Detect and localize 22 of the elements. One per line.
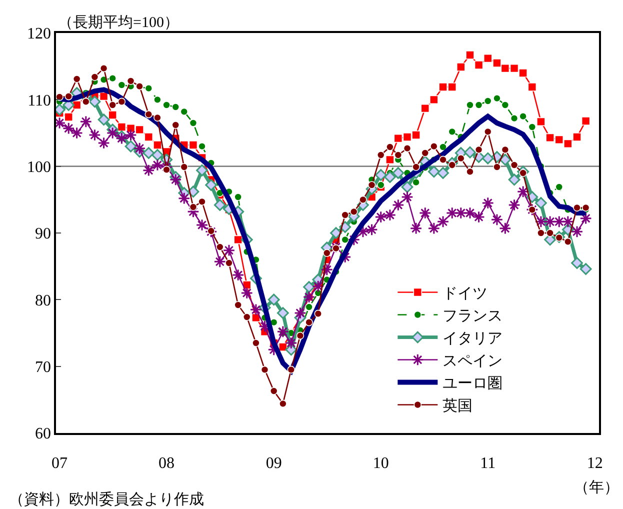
x-tick-label: 12 [586, 454, 603, 472]
x-axis-title: （年） [574, 479, 619, 496]
y-tick-label: 80 [35, 292, 52, 310]
y-axis-title: （長期平均=100） [58, 14, 179, 31]
x-tick-label: 09 [266, 454, 282, 472]
legend-label: ドイツ [442, 286, 488, 302]
y-tick-label: 110 [28, 92, 52, 110]
legend-label: スペイン [442, 354, 503, 370]
legend-label: フランス [442, 308, 503, 325]
y-tick-label: 120 [27, 26, 52, 43]
y-tick-label: 100 [27, 158, 52, 176]
legend-label: 英国 [442, 398, 473, 415]
y-tick-label: 70 [35, 358, 52, 376]
y-tick-label: 60 [35, 426, 52, 443]
y-tick-label: 90 [35, 226, 52, 243]
text: （資料）欧州委員会より作成 [9, 491, 204, 508]
legend-label: ユーロ圏 [442, 376, 503, 392]
x-tick-label: 07 [52, 454, 68, 472]
x-tick-label: 08 [158, 454, 175, 472]
x-tick-label: 11 [480, 454, 496, 472]
legend-label: イタリア [442, 331, 503, 348]
x-tick-label: 10 [372, 454, 389, 472]
